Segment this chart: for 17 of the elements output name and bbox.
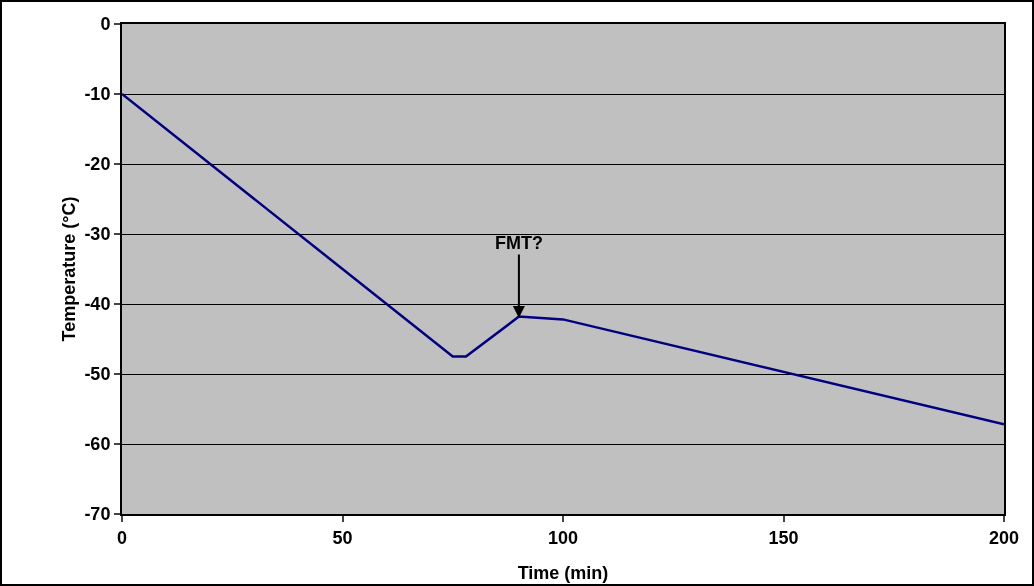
- y-tick-label: -30: [84, 224, 111, 245]
- y-axis-title: Temperature (°C): [59, 196, 79, 342]
- y-tick-label: -50: [84, 364, 111, 385]
- x-tick-label: 200: [988, 527, 1020, 548]
- annotation: FMT?: [495, 233, 543, 253]
- y-tick-label: -60: [84, 434, 111, 455]
- x-tick-label: 0: [116, 527, 128, 548]
- y-tick-label: 0: [100, 14, 111, 35]
- y-tick-label: -40: [84, 294, 111, 315]
- x-tick-label: 150: [768, 527, 799, 548]
- x-tick-label: 50: [332, 527, 353, 548]
- line-series: [122, 92, 1004, 426]
- y-tick-label: -10: [84, 84, 111, 105]
- x-tick-label: 100: [547, 527, 579, 548]
- y-tick-label: -70: [84, 504, 111, 525]
- x-axis-title: Time (min): [517, 563, 609, 583]
- y-tick-label: -20: [84, 154, 111, 175]
